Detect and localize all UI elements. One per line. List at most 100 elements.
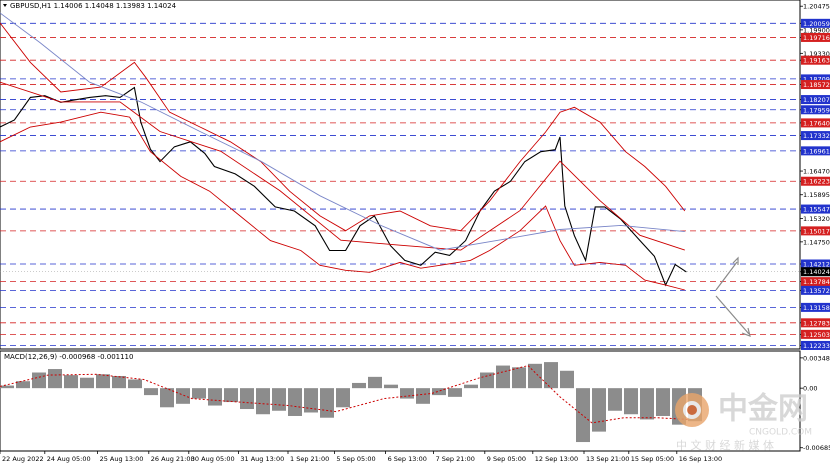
- series-line: [0, 22, 686, 232]
- y-tick-label: 1.20475: [803, 3, 830, 11]
- watermark-slogan: 中 文 财 经 新 媒 体: [676, 438, 774, 452]
- y-tick-label: 1.18207: [803, 96, 830, 104]
- histogram-bar: [160, 388, 174, 408]
- y-label-box: [801, 267, 830, 277]
- x-tick-label: 30 Aug 05:00: [191, 455, 235, 463]
- macd-title: MACD(12,26,9) -0.000968 -0.001110: [4, 353, 133, 361]
- y-label-box: [801, 259, 830, 269]
- y-tick-label: 1.14024: [803, 268, 830, 276]
- histogram-bar: [448, 388, 462, 397]
- y-label-box: [801, 55, 830, 65]
- y-label-box: [801, 105, 830, 115]
- y-tick-label: 1.16470: [803, 168, 830, 176]
- x-tick-label: 13 Sep 21:00: [586, 455, 629, 463]
- y-label-box: [801, 146, 830, 156]
- x-tick-label: 25 Aug 13:00: [100, 455, 144, 463]
- histogram-bar: [624, 388, 638, 415]
- y-tick-label: 1.17640: [803, 119, 830, 127]
- y-label-box: [801, 74, 830, 84]
- histogram-bar: [240, 388, 254, 410]
- x-tick-label: 12 Sep 13:00: [535, 455, 578, 463]
- histogram-bar: [64, 375, 78, 389]
- y-tick-label: 1.15017: [803, 227, 830, 235]
- histogram-bar: [304, 388, 318, 413]
- histogram-bar: [560, 370, 574, 389]
- series-line: [0, 111, 685, 291]
- logo-core: [687, 405, 697, 415]
- y-tick-label: 1.13572: [803, 287, 830, 295]
- y-tick-label: 1.12233: [803, 342, 830, 350]
- histogram-bar: [656, 388, 670, 416]
- chart-title: GBPUSD,H1 1.14006 1.14048 1.13983 1.1402…: [10, 2, 177, 10]
- watermark-name: 中金网: [718, 392, 808, 427]
- histogram-bar: [512, 367, 526, 389]
- histogram-bar: [368, 376, 382, 389]
- x-tick-label: 1 Sep 21:00: [290, 455, 329, 463]
- x-tick-label: 31 Aug 13:00: [240, 455, 284, 463]
- y-tick-label: 1.18709: [803, 75, 830, 83]
- y-tick-label: 1.15547: [803, 206, 830, 214]
- y-label-box: [801, 340, 830, 350]
- y-tick-label: 1.16223: [803, 178, 830, 186]
- x-tick-label: 7 Sep 21:00: [436, 455, 475, 463]
- panel-line: [0, 12, 800, 346]
- histogram-bar: [480, 372, 494, 389]
- arrows: [715, 256, 751, 337]
- y-tick-label: 1.19716: [803, 34, 830, 42]
- y-tick-label: 1.14750: [803, 238, 830, 246]
- arrow-down: [715, 295, 751, 337]
- y-tick-label: -0.006854: [803, 444, 830, 452]
- x-tick-label: 9 Sep 05:00: [487, 455, 526, 463]
- y-label-box: [801, 285, 830, 295]
- x-tick-label: 5 Sep 05:00: [336, 455, 375, 463]
- histogram-bar: [320, 388, 334, 418]
- x-tick-label: 15 Sep 05:00: [631, 455, 674, 463]
- x-tick-label: 22 Aug 2022: [2, 455, 44, 463]
- histogram-bar: [336, 388, 350, 408]
- y-label-box: [801, 95, 830, 105]
- y-label-box: [801, 131, 830, 141]
- y-tick-label: 1.20059: [803, 20, 830, 28]
- histogram-bar: [144, 388, 158, 396]
- price-panel: [0, 0, 801, 350]
- y-tick-label: 1.16961: [803, 147, 830, 155]
- y-label-box: [801, 318, 830, 328]
- y-label-box: [801, 32, 830, 42]
- y-tick-label: 1.19330: [803, 50, 830, 58]
- y-tick-label: 1.17332: [803, 132, 830, 140]
- x-tick-label: 6 Sep 13:00: [388, 455, 427, 463]
- histogram-bar: [208, 388, 222, 406]
- histogram-bar: [608, 388, 622, 411]
- y-tick-label: 1.13158: [803, 304, 830, 312]
- y-label-box: [801, 226, 830, 236]
- y-label-box: [801, 80, 830, 90]
- panel-bar: [0, 362, 702, 443]
- histogram-bar: [352, 382, 366, 389]
- histogram-bar: [544, 362, 558, 389]
- series-line: [0, 12, 685, 251]
- x-tick-label: 16 Sep 13:00: [679, 455, 722, 463]
- y-tick-label: 1.12503: [803, 331, 830, 339]
- y-tick-label: 1.13784: [803, 278, 830, 286]
- histogram-bar: [256, 388, 270, 415]
- y-label-box: [801, 302, 830, 312]
- y-tick-label: 1.14212: [803, 261, 830, 269]
- y-tick-label: 1.18572: [803, 81, 830, 89]
- watermark-domain: CNGOLD.COM: [749, 428, 812, 438]
- y-tick-label: 0.003485: [803, 354, 830, 362]
- histogram-bar: [640, 388, 654, 420]
- x-tick-label: 24 Aug 05:00: [47, 455, 91, 463]
- histogram-bar: [592, 388, 606, 432]
- y-label-box: [801, 204, 830, 214]
- histogram-bar: [0, 385, 14, 389]
- arrow-up: [715, 256, 739, 291]
- histogram-bar: [176, 388, 190, 404]
- y-tick-label: 1.12783: [803, 319, 830, 327]
- histogram-bar: [400, 388, 414, 399]
- y-label-box: [801, 329, 830, 339]
- y-tick-label: 1.19163: [803, 57, 830, 65]
- series-line: [0, 81, 685, 251]
- y-tick-label: 1.19900: [803, 26, 830, 34]
- histogram-bar: [528, 363, 542, 389]
